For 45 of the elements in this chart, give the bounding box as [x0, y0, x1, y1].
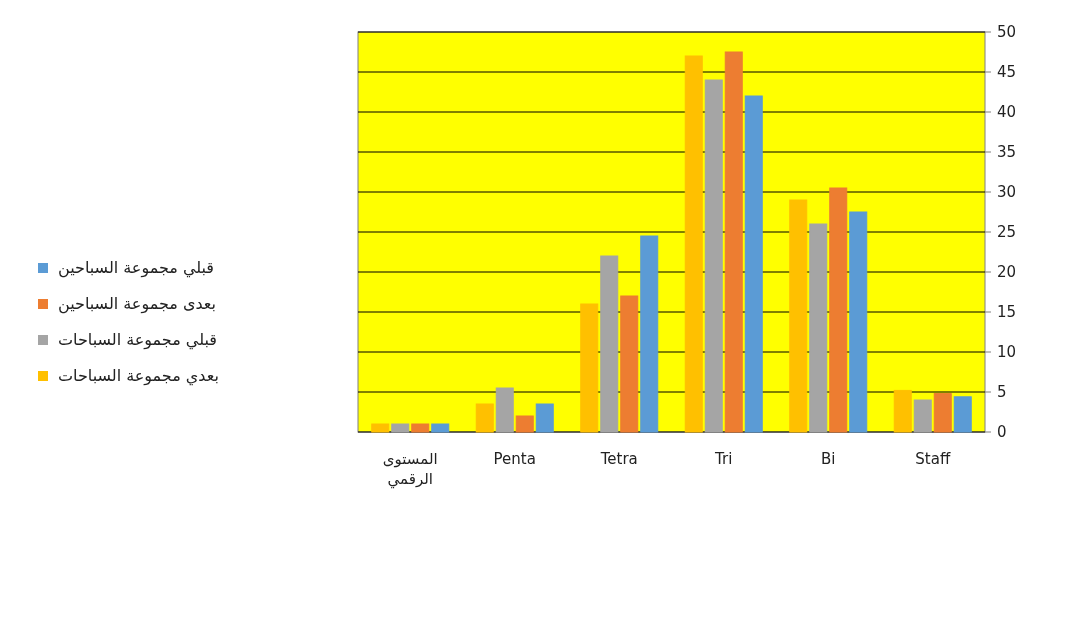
y-tick-label: 5	[997, 383, 1007, 401]
y-tick-label: 50	[997, 23, 1017, 41]
bar	[953, 396, 972, 433]
bar	[535, 403, 554, 433]
bar	[411, 423, 430, 433]
bar	[893, 389, 912, 433]
x-tick-label: المستوى الرقمي	[382, 450, 438, 489]
y-tick-label: 40	[997, 103, 1017, 121]
bar	[744, 95, 763, 433]
y-tick-label: 15	[997, 303, 1017, 321]
bar	[431, 423, 450, 433]
bar	[789, 199, 808, 433]
x-tick-label: Tri	[714, 450, 733, 468]
legend-label: قبلي مجموعة السباحين	[58, 258, 215, 278]
bar	[371, 423, 390, 433]
bar	[600, 255, 619, 433]
bar	[809, 223, 828, 433]
y-tick-label: 45	[997, 63, 1017, 81]
legend-label: بعدي مجموعة السباحات	[58, 366, 219, 386]
bar	[580, 303, 599, 433]
bar	[684, 55, 703, 433]
y-tick-label: 30	[997, 183, 1017, 201]
legend-label: بعدى مجموعة السباحين	[58, 294, 216, 314]
bar	[933, 393, 952, 433]
bar	[391, 423, 410, 433]
bar	[724, 51, 743, 433]
y-tick-label: 20	[997, 263, 1017, 281]
y-tick-label: 10	[997, 343, 1017, 361]
bar	[704, 79, 723, 433]
bar	[640, 235, 659, 433]
x-tick-label: Penta	[493, 450, 536, 468]
bar	[829, 187, 848, 433]
bar	[849, 211, 868, 433]
x-tick-label: Tetra	[599, 450, 638, 468]
bar	[620, 295, 639, 433]
x-tick-label: Staff	[915, 450, 951, 468]
bar	[495, 387, 514, 433]
legend-label: قبلي مجموعة السباحات	[58, 330, 217, 350]
y-tick-label: 35	[997, 143, 1017, 161]
y-tick-label: 25	[997, 223, 1017, 241]
x-tick-label: Bi	[821, 450, 836, 468]
bar	[475, 403, 494, 433]
bar	[913, 399, 932, 433]
bar	[515, 415, 534, 433]
y-tick-label: 0	[997, 423, 1007, 441]
